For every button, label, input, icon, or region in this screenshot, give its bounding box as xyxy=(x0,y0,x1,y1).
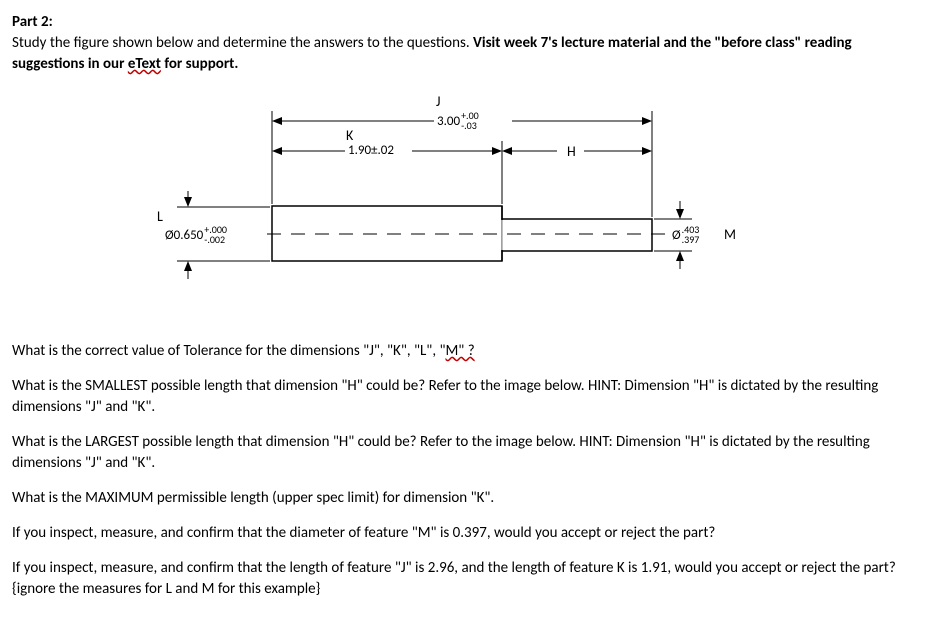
dim-m: Ø.403.397 xyxy=(672,225,699,245)
dim-k: 1.90±.02 xyxy=(348,143,394,158)
dim-m-lower: .397 xyxy=(682,235,700,245)
label-j: J xyxy=(436,93,440,110)
q1-text-b: M" ? xyxy=(445,342,474,360)
dim-j: 3.00+.00-.03 xyxy=(437,111,479,131)
question-4: What is the MAXIMUM permissible length (… xyxy=(12,488,926,509)
dim-l-lower: -.002 xyxy=(204,235,227,245)
question-3: What is the LARGEST possible length that… xyxy=(12,432,926,474)
header-block: Part 2: Study the figure shown below and… xyxy=(12,12,926,75)
dim-j-base: 3.00 xyxy=(437,114,460,129)
q1-text-a: What is the correct value of Tolerance f… xyxy=(12,342,445,360)
label-h: H xyxy=(567,143,576,160)
instruction-a: Study the figure shown below and determi… xyxy=(12,34,473,52)
instruction-c: for support. xyxy=(161,55,238,73)
part-title: Part 2: xyxy=(12,13,53,31)
label-k: K xyxy=(346,127,353,144)
etext-word: eText xyxy=(128,55,161,73)
dim-j-lower: -.03 xyxy=(461,121,479,131)
dim-l-base: Ø0.650 xyxy=(165,228,203,243)
drawing-svg xyxy=(92,91,772,311)
technical-drawing: J 3.00+.00-.03 K 1.90±.02 H L Ø0.650+.00… xyxy=(92,91,772,311)
question-1: What is the correct value of Tolerance f… xyxy=(12,341,926,362)
question-6: If you inspect, measure, and confirm tha… xyxy=(12,558,926,600)
question-2: What is the SMALLEST possible length tha… xyxy=(12,376,926,418)
dim-l: Ø0.650+.000-.002 xyxy=(165,225,227,245)
label-m: M xyxy=(724,226,736,243)
label-l: L xyxy=(157,208,163,225)
question-5: If you inspect, measure, and confirm tha… xyxy=(12,523,926,544)
dim-m-prefix: Ø xyxy=(672,228,681,243)
dim-k-base: 1.90±.02 xyxy=(348,143,394,158)
